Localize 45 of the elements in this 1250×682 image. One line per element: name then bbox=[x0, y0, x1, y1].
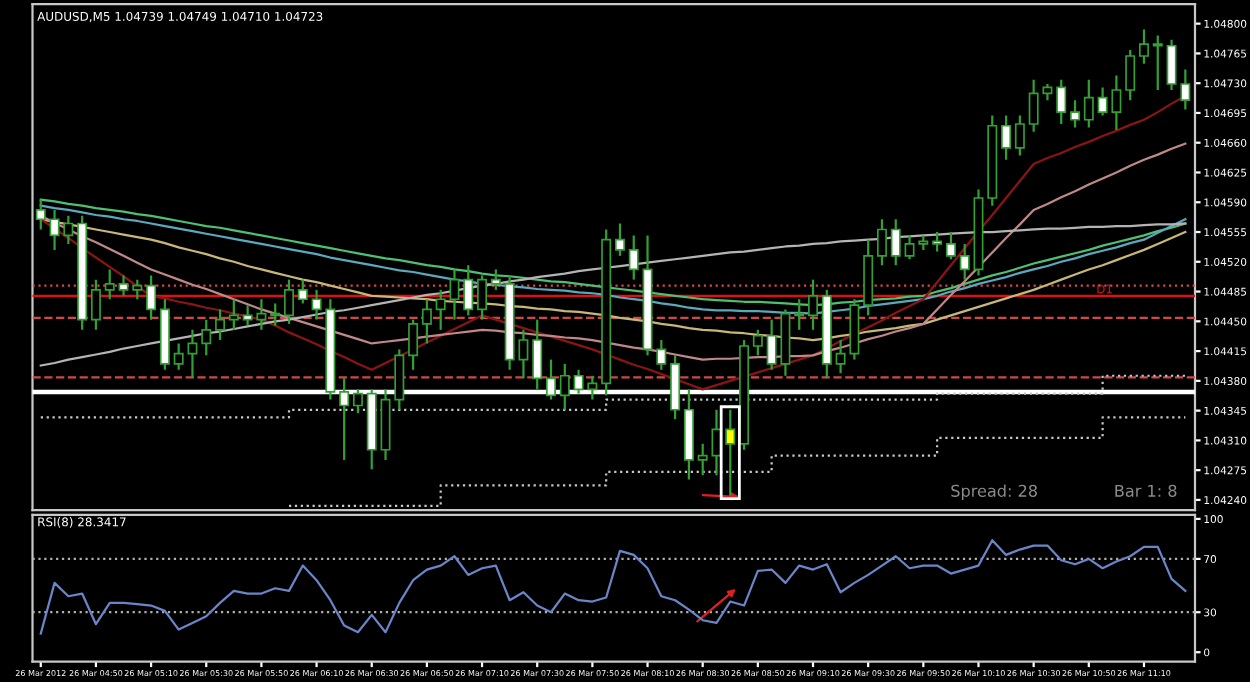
line-series bbox=[39, 222, 1187, 367]
candlestick bbox=[1001, 114, 1012, 161]
candlestick bbox=[876, 218, 887, 267]
candlestick bbox=[614, 222, 625, 257]
candlestick bbox=[118, 274, 129, 297]
candlestick bbox=[959, 242, 970, 281]
candlestick bbox=[215, 308, 226, 342]
candlestick bbox=[1014, 114, 1025, 157]
candlestick bbox=[201, 318, 212, 357]
candlestick bbox=[394, 348, 405, 411]
candlestick bbox=[90, 278, 101, 331]
candlestick bbox=[794, 298, 805, 331]
candlestick bbox=[932, 230, 943, 253]
candlestick bbox=[490, 268, 501, 291]
candlestick bbox=[408, 318, 419, 371]
candlestick bbox=[297, 278, 308, 305]
annotation: Bar 1: 8 bbox=[1115, 484, 1177, 497]
annotation: Spread: 28 bbox=[951, 484, 1037, 501]
candlestick bbox=[132, 278, 143, 301]
candlestick bbox=[1139, 28, 1149, 65]
candlestick bbox=[1152, 34, 1163, 92]
candlestick bbox=[421, 298, 432, 345]
candlestick bbox=[146, 274, 157, 321]
candlestick bbox=[477, 274, 488, 321]
candlestick bbox=[449, 268, 460, 321]
candlestick bbox=[890, 218, 901, 267]
candlestick bbox=[628, 234, 639, 281]
candlestick bbox=[808, 278, 818, 331]
candlestick bbox=[559, 362, 570, 411]
candlestick bbox=[945, 230, 956, 261]
line-series bbox=[39, 539, 1187, 635]
candlestick bbox=[1070, 99, 1080, 129]
candlestick bbox=[463, 264, 474, 317]
candlestick bbox=[697, 442, 708, 477]
candlestick bbox=[752, 328, 763, 357]
candlestick bbox=[35, 198, 46, 231]
candlestick bbox=[104, 268, 115, 301]
candlestick bbox=[725, 408, 736, 497]
candlestick bbox=[435, 288, 446, 331]
candlestick bbox=[1056, 78, 1067, 126]
candlestick bbox=[1083, 78, 1094, 129]
candlestick bbox=[1125, 48, 1136, 102]
candlestick bbox=[284, 278, 294, 325]
candlestick bbox=[352, 388, 363, 415]
candlestick bbox=[270, 302, 281, 327]
